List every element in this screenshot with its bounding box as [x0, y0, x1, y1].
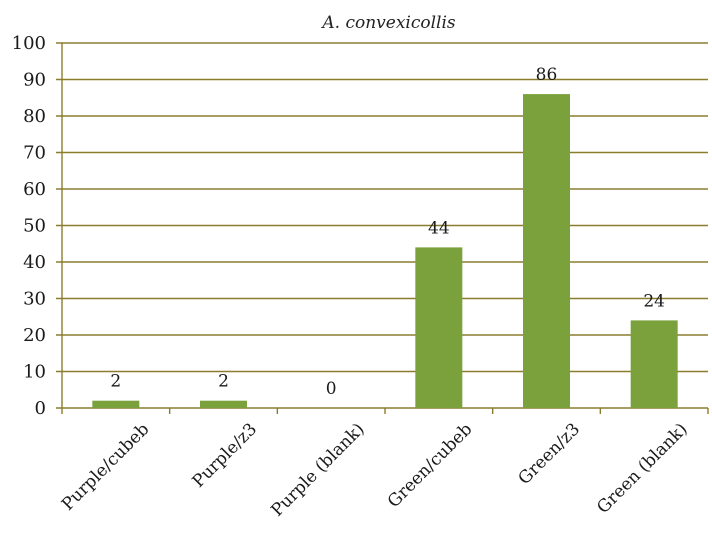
bar	[415, 247, 463, 408]
x-tick-label: Purple/z3	[189, 419, 261, 491]
bar	[630, 320, 678, 408]
y-tick-label: 40	[23, 252, 46, 273]
bar	[200, 400, 247, 408]
data-labels: 2 2 0 44 86 24	[110, 65, 665, 399]
y-tick-label: 20	[23, 325, 46, 346]
bar	[523, 94, 570, 408]
x-tick-label: Purple (blank)	[267, 419, 368, 520]
data-label: 0	[326, 379, 337, 399]
x-tick-label: Green/cubeb	[384, 419, 477, 512]
data-label: 2	[110, 372, 121, 392]
bar	[92, 400, 140, 408]
y-tick-label: 80	[23, 106, 46, 127]
bars	[92, 94, 678, 408]
data-label: 44	[428, 218, 450, 238]
y-tick-label: 60	[23, 179, 46, 200]
x-tick-label: Green (blank)	[593, 419, 691, 517]
data-label: 24	[643, 291, 665, 311]
y-tick-label: 10	[23, 362, 46, 383]
gridlines	[56, 42, 709, 414]
x-tick-label: Green/z3	[515, 419, 584, 488]
y-tick-label: 30	[23, 289, 46, 310]
y-tick-label: 70	[23, 143, 46, 164]
y-axis-ticks: 0 10 20 30 40 50 60 70 80 90 100	[12, 33, 46, 419]
y-tick-label: 100	[12, 33, 46, 54]
x-tick-label: Purple/cubeb	[58, 419, 153, 514]
chart-title: A. convexicollis	[320, 13, 456, 33]
y-tick-label: 0	[35, 398, 46, 419]
data-label: 86	[536, 65, 558, 85]
y-tick-label: 90	[23, 70, 46, 91]
data-label: 2	[218, 372, 229, 392]
y-tick-label: 50	[23, 216, 46, 237]
x-axis-ticks: Purple/cubeb Purple/z3 Purple (blank) Green…	[58, 419, 692, 520]
